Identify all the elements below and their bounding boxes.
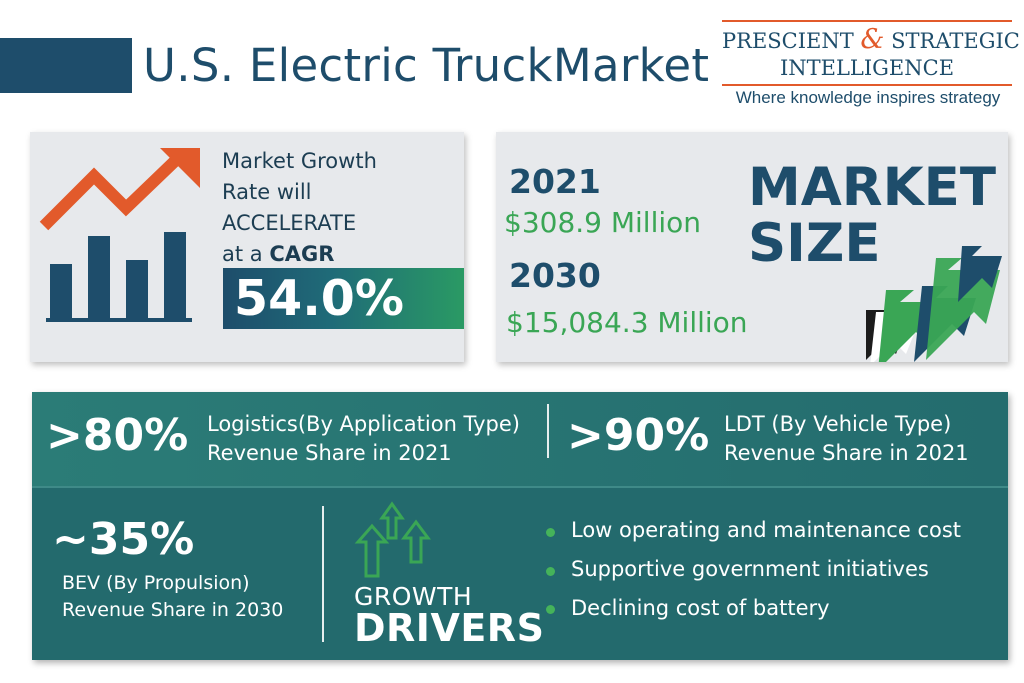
drivers-label: DRIVERS (354, 606, 545, 650)
market-arrows-icon (866, 246, 1002, 362)
title-accent-bar (0, 38, 132, 93)
market-value-2030: $15,084.3 Million (506, 306, 748, 339)
bev-share-label: BEV (By Propulsion) Revenue Share in 203… (62, 570, 283, 624)
cagr-value: 54.0% (234, 270, 404, 327)
bev-line-1: BEV (By Propulsion) (62, 572, 250, 594)
ldt-line-1: LDT (By Vehicle Type) (724, 412, 952, 436)
market-heading-line-1: MARKET (748, 157, 996, 218)
driver-bullet-2 (546, 567, 555, 576)
market-heading-line-2: SIZE (748, 213, 881, 274)
logistics-line-2: Revenue Share in 2021 (207, 441, 452, 465)
growth-line-2: Rate will (222, 180, 312, 204)
ldt-share-label: LDT (By Vehicle Type) Revenue Share in 2… (724, 410, 969, 468)
growth-line-1: Market Growth (222, 149, 377, 173)
market-value-2021: $308.9 Million (504, 206, 702, 239)
growth-line-4: at a CAGR (222, 239, 452, 270)
logistics-line-1: Logistics(By Application Type) (207, 412, 520, 436)
stats-divider-bottom (322, 506, 324, 642)
cagr-label: CAGR (269, 242, 335, 266)
driver-item-1: Low operating and maintenance cost (571, 518, 962, 542)
bev-share-value: ~35% (52, 514, 195, 565)
logistics-share-value: >80% (46, 410, 189, 461)
logo-top-rule (722, 20, 1012, 22)
stats-top-band (32, 392, 1008, 488)
logo-word-prescient: PRESCIENT (722, 29, 854, 53)
cagr-highlight-box (223, 268, 464, 329)
page-title: U.S. Electric TruckMarket (143, 39, 710, 92)
logo-ampersand: & (860, 24, 885, 55)
market-year-2021: 2021 (509, 162, 601, 201)
company-logo: PRESCIENT & STRATEGIC INTELLIGENCE Where… (722, 18, 1020, 114)
growth-statement: Market Growth Rate will ACCELERATE at a … (222, 146, 452, 270)
logo-line-2: INTELLIGENCE (779, 56, 955, 80)
growth-arrows-icon (354, 501, 431, 578)
logo-tagline: Where knowledge inspires strategy (735, 88, 1001, 107)
market-year-2030: 2030 (509, 256, 601, 295)
ldt-share-value: >90% (567, 410, 710, 461)
growth-label: GROWTH (354, 582, 473, 611)
driver-bullet-1 (546, 528, 555, 537)
bar-chart-up-icon (39, 148, 200, 322)
growth-line-4-prefix: at a (222, 242, 270, 266)
logo-word-strategic: STRATEGIC (891, 29, 1020, 53)
logo-bottom-rule (722, 84, 1012, 86)
market-size-panel (496, 132, 1008, 362)
driver-item-2: Supportive government initiatives (571, 557, 929, 581)
logistics-share-label: Logistics(By Application Type) Revenue S… (207, 410, 520, 468)
ldt-line-2: Revenue Share in 2021 (724, 441, 969, 465)
stats-divider-top (547, 404, 549, 458)
bev-line-2: Revenue Share in 2030 (62, 599, 284, 621)
logo-line-1: PRESCIENT & STRATEGIC (722, 24, 1020, 55)
driver-bullet-3 (546, 605, 555, 614)
growth-line-3: ACCELERATE (222, 211, 357, 235)
driver-item-3: Declining cost of battery (571, 596, 830, 620)
market-size-heading: MARKET SIZE (748, 160, 996, 272)
